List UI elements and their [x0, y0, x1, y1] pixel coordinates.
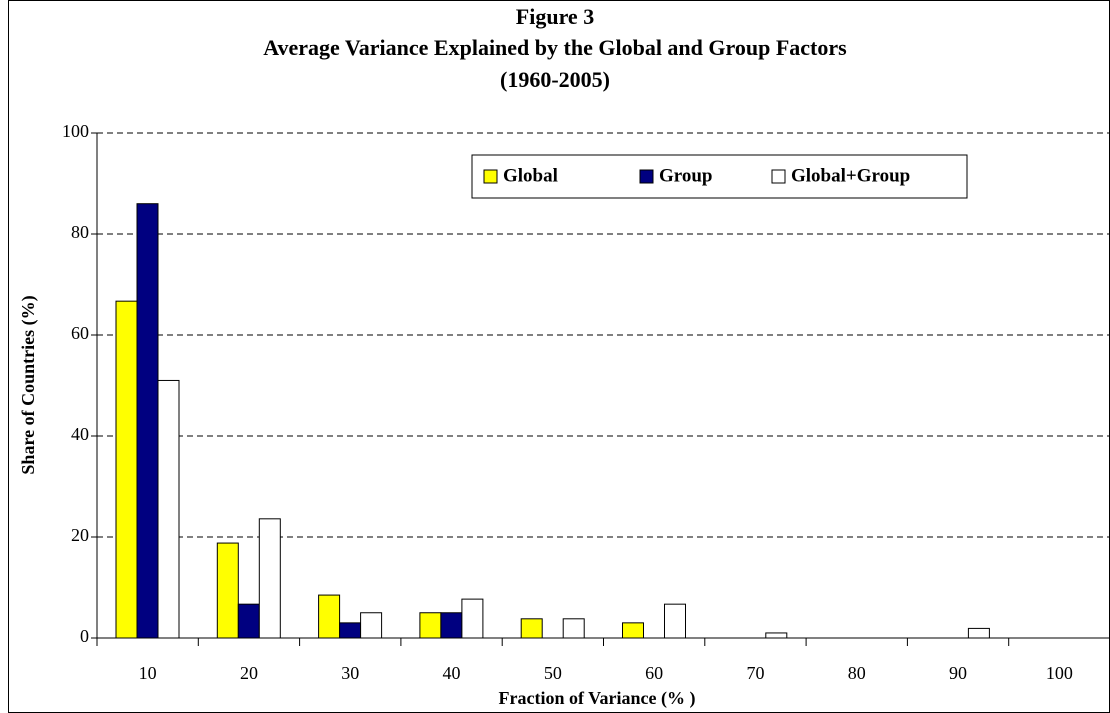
bar	[360, 612, 383, 639]
x-tick-label: 80	[848, 663, 866, 683]
x-tick-label: 100	[1046, 663, 1073, 683]
x-tick-label: 10	[139, 663, 157, 683]
x-tick-label: 20	[240, 663, 258, 683]
y-tick-label: 100	[62, 121, 89, 141]
chart-subtitle: (1960-2005)	[500, 67, 610, 92]
legend-swatch	[639, 169, 654, 184]
bar	[339, 622, 362, 639]
bar	[216, 542, 239, 639]
bar	[136, 203, 159, 639]
bar	[520, 618, 543, 639]
x-tick-label: 90	[949, 663, 967, 683]
legend-label: Global+Group	[791, 165, 910, 186]
x-tick-label: 40	[443, 663, 461, 683]
chart-frame	[8, 0, 1110, 713]
bar	[461, 598, 484, 639]
y-axis-label: Share of Countries (%)	[18, 295, 39, 474]
legend-swatch	[483, 169, 498, 184]
legend-label: Global	[503, 165, 558, 186]
legend-box	[471, 154, 968, 199]
y-tick-label: 80	[71, 222, 89, 242]
chart-title: Figure 3	[516, 4, 594, 29]
bar	[318, 594, 341, 639]
x-tick-label: 70	[746, 663, 764, 683]
y-tick-label: 0	[80, 626, 89, 646]
x-tick-label: 60	[645, 663, 663, 683]
x-tick-label: 30	[341, 663, 359, 683]
legend-swatch	[771, 169, 786, 184]
bar	[258, 518, 281, 639]
bar	[765, 632, 788, 639]
bar	[562, 618, 585, 639]
y-tick-label: 20	[71, 525, 89, 545]
bar	[237, 603, 260, 639]
bar	[115, 300, 138, 639]
chart-subtitle: Average Variance Explained by the Global…	[263, 35, 847, 60]
x-axis-label: Fraction of Variance (% )	[499, 688, 696, 709]
x-tick-label: 50	[544, 663, 562, 683]
bar	[622, 622, 644, 639]
legend-label: Group	[659, 165, 713, 186]
bar	[967, 627, 990, 639]
y-tick-label: 40	[71, 424, 89, 444]
bar	[419, 612, 442, 639]
bar	[157, 379, 180, 639]
bar	[664, 603, 686, 639]
y-tick-label: 60	[71, 323, 89, 343]
bar	[440, 612, 463, 639]
